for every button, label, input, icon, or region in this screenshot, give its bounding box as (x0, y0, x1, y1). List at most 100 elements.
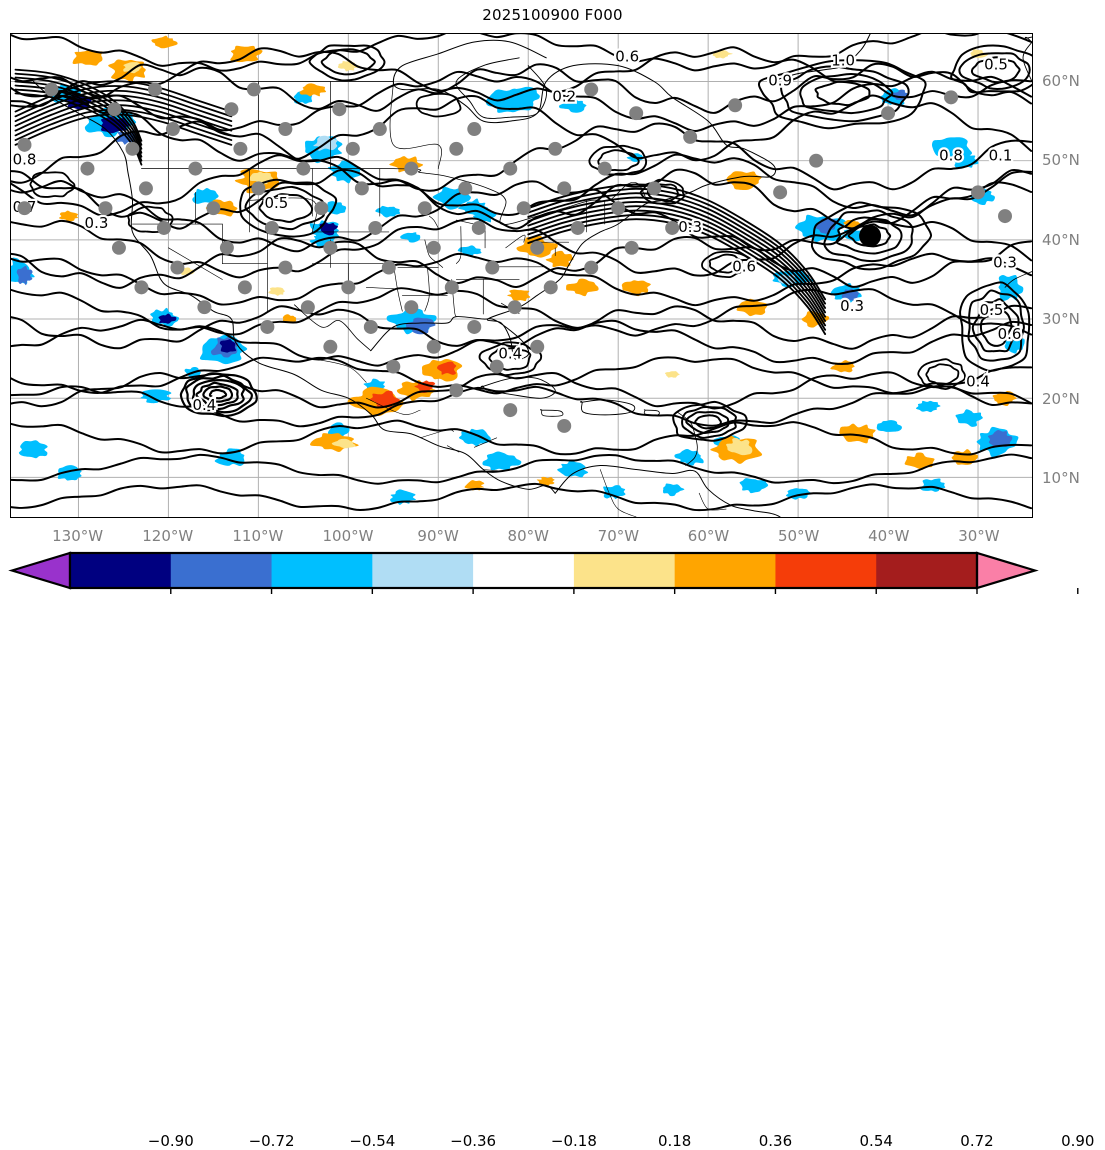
colorbar-extend-low[interactable] (8, 551, 72, 590)
coastline (455, 57, 547, 119)
contour-line (11, 153, 1032, 217)
anomaly-patch (830, 360, 855, 373)
coastline (168, 247, 223, 280)
station-dot (665, 221, 680, 235)
anomaly-patch (992, 390, 1017, 407)
colorbar-tick-label: −0.36 (450, 1132, 497, 1150)
anomaly-patch (405, 317, 436, 335)
anomaly-patch (955, 409, 983, 427)
contour-lines (11, 34, 1032, 512)
colorbar-tick-label: −0.54 (349, 1132, 396, 1150)
anomaly-patch (621, 280, 651, 297)
contour-line (14, 104, 233, 137)
contour-line (202, 385, 234, 403)
anomaly-patch (18, 440, 48, 459)
station-dot (449, 141, 464, 156)
contour-line (11, 318, 1032, 367)
contour-line (810, 201, 932, 271)
anomaly-patch (987, 429, 1013, 447)
station-dot (485, 260, 500, 275)
lat-tick-label: 30°N (1042, 310, 1080, 329)
contour-line (799, 73, 894, 115)
station-dot (381, 260, 396, 275)
contour-line (191, 379, 246, 411)
contour-line (757, 59, 927, 130)
contour-label: 1.0 (831, 52, 855, 70)
contour-label: 0.6 (732, 258, 756, 276)
station-dot (881, 106, 896, 121)
colorbar-tick-label: −0.90 (147, 1132, 194, 1150)
station-dot (98, 201, 113, 216)
contour-line (527, 192, 827, 309)
colorbar-segment[interactable] (573, 553, 676, 588)
contour-label: 0.5 (984, 56, 1008, 74)
anomaly-patch (603, 485, 626, 500)
coastline (580, 399, 636, 416)
anomaly-patch (337, 60, 360, 72)
contour-line (681, 405, 737, 439)
station-dot (471, 221, 486, 235)
anomaly-patch (299, 83, 327, 97)
station-dot (237, 280, 252, 295)
contour-label: 0.5 (980, 301, 1004, 319)
coastline (370, 39, 777, 360)
contour-line (527, 205, 827, 322)
contour-line (597, 149, 640, 172)
contour-label: 0.8 (939, 147, 963, 165)
contour-label: 0.2 (552, 87, 576, 105)
colorbar-segment[interactable] (70, 553, 172, 588)
contour-line (835, 216, 903, 255)
colorbar-extend-high[interactable] (975, 551, 1039, 590)
station-dot (296, 161, 311, 176)
contour-label: 0.1 (989, 147, 1013, 165)
anomaly-patch (158, 313, 177, 324)
station-dot (570, 221, 585, 235)
lon-tick-label: 120°W (142, 527, 194, 545)
contour-line (308, 44, 386, 82)
colorbar-segment[interactable] (170, 553, 273, 588)
colorbar-segment[interactable] (674, 553, 777, 588)
coastline (770, 34, 871, 83)
station-dot (80, 161, 95, 176)
station-dot (647, 181, 662, 196)
coastline (599, 469, 637, 517)
station-dot (188, 161, 203, 176)
station-dot (444, 280, 459, 295)
coastline (293, 304, 372, 352)
station-dot (323, 339, 338, 354)
colorbar-segment[interactable] (473, 553, 575, 588)
anomaly-patch (664, 371, 680, 378)
geography (32, 34, 1032, 517)
contour-line (639, 178, 686, 205)
contour-label: 0.3 (993, 254, 1017, 272)
station-dot (449, 383, 464, 398)
lon-tick-label: 110°W (232, 527, 284, 545)
station-dot (386, 359, 401, 374)
contour-line (11, 482, 1032, 512)
contour-line (588, 144, 648, 176)
colorbar-outline (68, 551, 979, 590)
contour-line (967, 289, 1025, 362)
station-dot (260, 319, 275, 334)
colorbar-segment[interactable] (876, 553, 978, 588)
colorbar[interactable]: −0.90 −0.72 −0.54 −0.36 −0.18 0.18 0.36 0.54 0.7… (0, 548, 1105, 1150)
contour-line (29, 171, 76, 198)
station-dot (354, 181, 369, 196)
contour-labels: 0.61.00.80.50.20.30.30.30.80.70.40.40.50… (11, 46, 1024, 417)
station-dot (233, 141, 248, 156)
coastline (312, 358, 367, 383)
station-dot (998, 209, 1012, 224)
station-dot (345, 141, 360, 156)
station-dot (44, 82, 59, 97)
colorbar-segment[interactable] (372, 553, 474, 588)
anomaly-patch (192, 188, 219, 204)
colorbar-tick-label: 0.36 (758, 1132, 793, 1150)
colorbar-segment[interactable] (271, 553, 373, 588)
contour-label: 0.5 (264, 194, 288, 212)
colorbar-segment[interactable] (775, 553, 877, 588)
contour-label: 0.9 (768, 72, 792, 90)
contour-line (11, 304, 1032, 350)
station-dot (17, 137, 32, 152)
contour-line (527, 209, 827, 327)
station-dot (503, 403, 518, 418)
